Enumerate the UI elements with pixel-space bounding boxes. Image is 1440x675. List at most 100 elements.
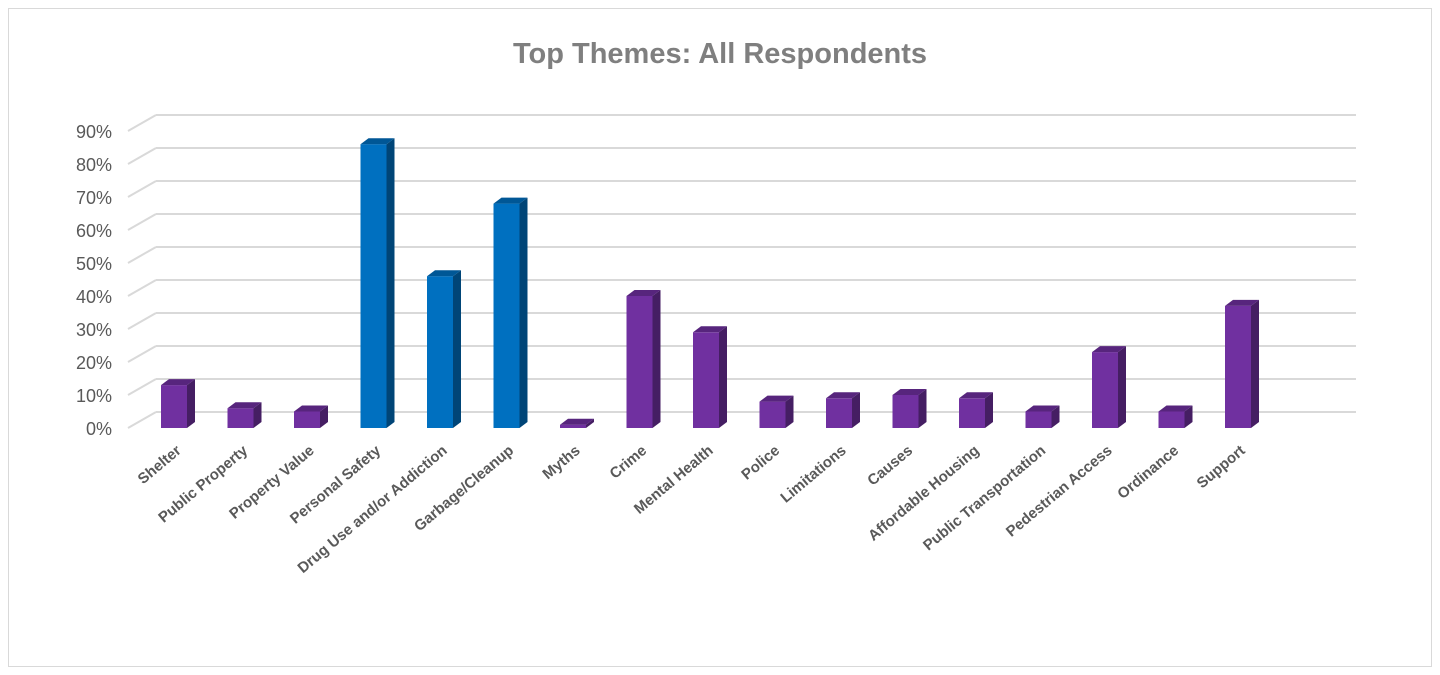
bar-top — [161, 379, 195, 386]
bar-side — [1184, 405, 1193, 428]
x-category-label: Myths — [539, 442, 583, 483]
bar-side — [320, 405, 328, 428]
bar-top — [892, 389, 927, 395]
x-category-label: Shelter — [135, 442, 185, 488]
bar-top — [227, 402, 262, 409]
x-category-label: Limitations — [777, 442, 849, 506]
bar — [560, 418, 594, 428]
bar-front — [427, 276, 453, 428]
y-axis-tick-labels: 0% 10% 20% 30% 40% 50% 60% 70% 80% 90% — [76, 122, 112, 439]
bar — [1158, 405, 1193, 428]
bar — [959, 392, 993, 428]
bar-front — [1158, 411, 1185, 428]
bar-top — [1025, 405, 1060, 412]
bar-side — [519, 197, 528, 428]
x-category-label: Police — [738, 442, 783, 483]
gridline-depth — [127, 147, 157, 165]
bar — [1225, 299, 1259, 428]
x-category-label: Support — [1194, 442, 1249, 492]
bar-side — [1251, 299, 1259, 428]
y-tick-label: 10% — [76, 386, 112, 406]
y-tick-label: 50% — [76, 254, 112, 274]
bar-front — [1092, 352, 1118, 428]
bar — [427, 270, 461, 428]
bar-side — [785, 395, 794, 428]
bar-top — [560, 418, 594, 425]
bar-front — [693, 332, 719, 428]
gridline-depth — [127, 378, 157, 396]
gridline-depth — [127, 246, 157, 264]
bar-front — [360, 144, 387, 428]
x-category-label: Causes — [864, 442, 916, 489]
bar-side — [253, 402, 262, 428]
bar-side — [985, 392, 993, 428]
chart-title: Top Themes: All Respondents — [512, 38, 928, 70]
bar-top — [759, 395, 794, 402]
bars — [161, 138, 1259, 428]
bar — [161, 379, 195, 428]
bar — [1025, 405, 1060, 428]
gridlines — [127, 114, 1356, 429]
x-category-label: Affordable Housing — [865, 442, 983, 544]
x-category-label: Public Transportation — [920, 442, 1049, 554]
bar-side — [719, 326, 727, 428]
bar-front — [161, 385, 187, 428]
bar — [1092, 346, 1126, 428]
y-tick-label: 0% — [86, 419, 112, 439]
bar — [294, 405, 328, 428]
bar — [493, 197, 528, 428]
gridline-depth — [127, 114, 157, 132]
bar-front — [493, 203, 520, 428]
y-tick-label: 30% — [76, 320, 112, 340]
bar-front — [759, 401, 786, 428]
x-category-label: Crime — [607, 442, 651, 482]
bar-front — [294, 411, 320, 428]
bar — [360, 138, 395, 428]
bar-top — [294, 405, 328, 412]
y-tick-label: 60% — [76, 221, 112, 241]
bar-top — [1158, 405, 1193, 412]
bar-front — [227, 408, 254, 428]
bar-side — [187, 379, 195, 428]
y-tick-label: 40% — [76, 287, 112, 307]
bar-top — [427, 270, 461, 277]
bar — [227, 402, 262, 428]
bar-top — [1225, 299, 1259, 306]
bar — [759, 395, 794, 428]
bar — [826, 392, 860, 428]
bar — [693, 326, 727, 428]
y-tick-label: 80% — [76, 155, 112, 175]
gridline-depth — [127, 279, 157, 297]
bar-top — [693, 326, 727, 333]
y-tick-label: 20% — [76, 353, 112, 373]
bar-front — [626, 296, 653, 428]
x-category-label: Ordinance — [1114, 442, 1182, 503]
bar-front — [1025, 411, 1052, 428]
bar-top — [493, 197, 528, 204]
y-tick-label: 90% — [76, 122, 112, 142]
bar-front — [959, 398, 985, 428]
bar-side — [652, 290, 661, 428]
bar-side — [1051, 405, 1060, 428]
bar-top — [826, 392, 860, 399]
bar-front — [560, 424, 586, 428]
bar-side — [386, 138, 395, 428]
bar-front — [892, 395, 919, 428]
bar — [626, 290, 661, 428]
bar-side — [852, 392, 860, 428]
bar-front — [826, 398, 852, 428]
bar-top — [1092, 346, 1126, 353]
bar-side — [1118, 346, 1126, 428]
bar-front — [1225, 305, 1251, 428]
bar-top — [626, 290, 661, 296]
gridline-depth — [127, 345, 157, 363]
bar-top — [959, 392, 993, 399]
bar-top — [360, 138, 395, 145]
y-tick-label: 70% — [76, 188, 112, 208]
gridline-depth — [127, 180, 157, 198]
bar-side — [918, 389, 927, 428]
bar-side — [586, 418, 594, 428]
bar — [892, 389, 927, 428]
